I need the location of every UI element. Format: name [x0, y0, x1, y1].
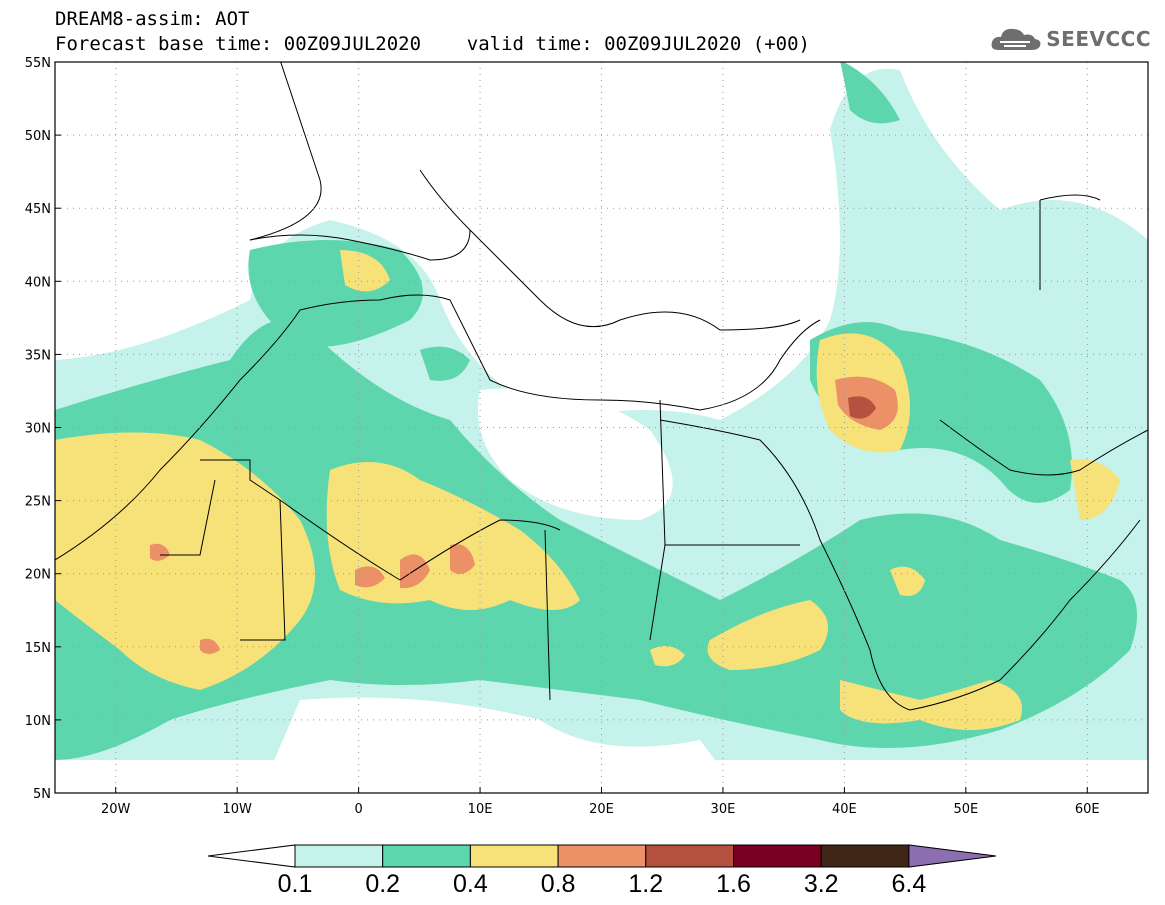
- colorbar: 0.1 0.2 0.4 0.8 1.2 1.6 3.2 6.4: [207, 844, 997, 898]
- coastlines: [55, 62, 1148, 711]
- lon-tick-label: 10W: [222, 802, 252, 817]
- logo-text: SEEVCCC: [1046, 27, 1151, 51]
- lat-tick-label: 55N: [25, 56, 51, 71]
- seevccc-logo: SEEVCCC: [990, 24, 1151, 54]
- cloud-logo-icon: [991, 28, 1041, 50]
- colorbar-label: 1.6: [716, 870, 751, 898]
- lon-tick-label: 0: [354, 802, 362, 817]
- lon-tick-label: 60E: [1075, 802, 1100, 817]
- lat-tick-label: 10N: [25, 714, 51, 729]
- lon-axis: 20W 10W 0 10E 20E 30E 40E 50E 60E: [101, 787, 1100, 817]
- lon-tick-label: 10E: [468, 802, 493, 817]
- colorbar-label: 0.2: [365, 870, 400, 898]
- lon-tick-label: 20E: [589, 802, 614, 817]
- colorbar-label: 3.2: [804, 870, 839, 898]
- lat-tick-label: 25N: [25, 495, 51, 510]
- colorbar-over-arrow: [908, 844, 997, 868]
- colorbar-swatch: [733, 844, 822, 868]
- lat-tick-label: 40N: [25, 275, 51, 290]
- lat-tick-label: 30N: [25, 422, 51, 437]
- aot-shading: [55, 62, 1148, 793]
- lon-tick-label: 50E: [953, 802, 978, 817]
- colorbar-swatch: [382, 844, 471, 868]
- colorbar-label: 0.8: [541, 870, 576, 898]
- lon-tick-label: 20W: [101, 802, 131, 817]
- colorbar-swatch: [294, 844, 384, 868]
- colorbar-swatch: [820, 844, 910, 868]
- forecast-time-line: Forecast base time: 00Z09JUL2020 valid t…: [55, 33, 810, 55]
- lat-tick-label: 35N: [25, 348, 51, 363]
- lat-tick-label: 45N: [25, 202, 51, 217]
- lat-tick-label: 20N: [25, 568, 51, 583]
- lon-tick-label: 40E: [832, 802, 857, 817]
- lon-tick-label: 30E: [711, 802, 736, 817]
- colorbar-label: 1.2: [628, 870, 663, 898]
- colorbar-swatch: [645, 844, 734, 868]
- colorbar-label: 6.4: [892, 870, 927, 898]
- colorbar-label: 0.4: [453, 870, 488, 898]
- chart-title: DREAM8-assim: AOT: [55, 8, 250, 30]
- colorbar-swatch: [557, 844, 647, 868]
- lat-tick-label: 50N: [25, 129, 51, 144]
- colorbar-under-arrow: [207, 844, 296, 868]
- graticule: [55, 62, 1148, 793]
- lat-axis: 55N 50N 45N 40N 35N 30N 25N 20N 15N 10N 5N: [25, 56, 61, 802]
- colorbar-label: 0.1: [278, 870, 313, 898]
- lat-tick-label: 15N: [25, 641, 51, 656]
- lat-tick-label: 5N: [33, 787, 51, 802]
- colorbar-swatch: [469, 844, 559, 868]
